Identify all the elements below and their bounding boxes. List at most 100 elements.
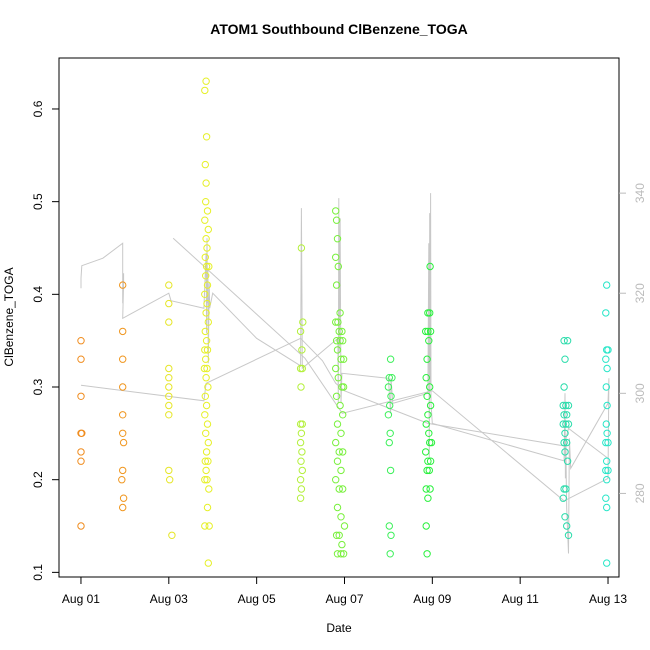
data-point: [602, 309, 610, 317]
data-point: [333, 457, 342, 465]
data-point: [602, 466, 610, 475]
data-point: [337, 513, 345, 521]
data-point: [204, 225, 213, 234]
data-point: [203, 476, 211, 484]
y2-tick-label: 300: [633, 383, 647, 403]
data-point: [201, 346, 209, 354]
data-point: [119, 411, 127, 419]
data-point: [563, 522, 571, 530]
data-point: [202, 355, 210, 363]
data-point: [423, 355, 431, 363]
data-point: [339, 355, 348, 363]
data-point: [204, 438, 213, 447]
data-point: [422, 522, 430, 530]
data-point: [202, 401, 211, 410]
y-axis-secondary: 280 300 320 340: [619, 183, 647, 503]
data-point: [564, 401, 573, 410]
y2-tick-label: 320: [633, 283, 647, 303]
data-point: [201, 411, 209, 419]
data-point: [386, 401, 394, 410]
data-point: [201, 86, 209, 95]
data-point: [339, 411, 347, 419]
data-point: [204, 559, 213, 567]
data-point: [298, 346, 306, 354]
data-point: [336, 337, 344, 345]
data-point: [78, 429, 86, 437]
data-point: [204, 318, 213, 326]
y2-tick-label: 280: [633, 483, 647, 503]
data-point: [337, 550, 345, 558]
data-point: [423, 392, 431, 400]
data-point: [298, 364, 306, 373]
data-point: [339, 550, 348, 558]
data-point: [334, 318, 342, 326]
x-tick-label: Aug 09: [413, 592, 451, 606]
data-point: [426, 262, 434, 271]
data-point: [77, 522, 85, 530]
data-point: [604, 346, 612, 354]
data-point: [561, 448, 569, 456]
data-point: [338, 327, 346, 336]
y-tick-label: 0.3: [31, 378, 45, 395]
data-point: [165, 383, 173, 391]
data-point: [201, 457, 210, 465]
data-point: [201, 392, 210, 400]
data-point: [202, 77, 210, 85]
data-point: [298, 466, 306, 475]
data-point: [202, 272, 210, 280]
data-point: [338, 540, 346, 549]
data-point: [386, 550, 394, 558]
data-point: [426, 485, 434, 493]
data-point: [202, 309, 210, 317]
data-point: [561, 355, 569, 363]
data-point: [296, 476, 305, 484]
data-point: [201, 216, 209, 224]
data-point: [336, 309, 344, 317]
secondary-line-0: [80, 193, 610, 554]
data-point: [119, 327, 127, 336]
data-point: [603, 503, 611, 512]
data-point: [603, 364, 611, 373]
data-point: [603, 401, 611, 410]
data-point: [426, 401, 435, 410]
data-point: [299, 318, 307, 326]
data-point: [332, 216, 341, 224]
data-point: [424, 327, 432, 336]
data-point: [202, 429, 210, 437]
data-point: [119, 281, 127, 289]
data-point: [297, 485, 306, 493]
data-point: [340, 522, 349, 530]
data-point: [337, 429, 345, 437]
data-point: [422, 485, 430, 493]
data-point: [602, 438, 610, 447]
data-point: [426, 457, 435, 465]
data-point: [385, 522, 393, 530]
data-point: [603, 476, 611, 484]
data-point: [335, 327, 343, 336]
data-point: [422, 327, 430, 336]
data-point: [168, 531, 176, 539]
data-point: [426, 309, 434, 317]
data-point: [561, 513, 569, 521]
data-point: [118, 476, 126, 484]
data-point: [203, 503, 212, 512]
data-point: [335, 448, 343, 456]
data-point: [202, 374, 210, 382]
data-point: [423, 550, 431, 558]
data-point: [426, 327, 435, 336]
data-point: [332, 476, 340, 484]
data-point: [203, 346, 212, 354]
data-point: [77, 337, 85, 345]
data-point: [203, 364, 211, 373]
data-point: [563, 438, 571, 447]
data-point: [77, 457, 85, 465]
data-point: [422, 420, 430, 428]
data-point: [119, 466, 127, 475]
data-point: [333, 420, 342, 428]
data-point: [119, 355, 127, 363]
data-point: [334, 374, 342, 382]
data-point: [166, 476, 174, 484]
y-tick-label: 0.1: [31, 564, 45, 581]
data-point: [204, 457, 212, 465]
data-point: [337, 355, 345, 363]
